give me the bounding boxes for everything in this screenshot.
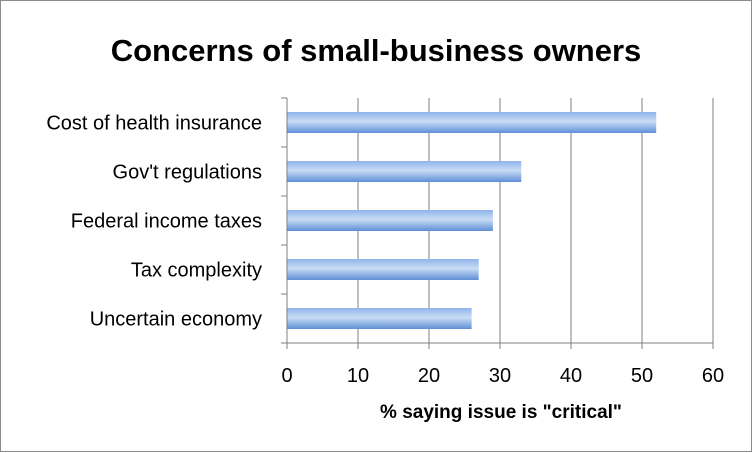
bar-1 bbox=[287, 161, 522, 182]
x-tick-label-30: 30 bbox=[489, 365, 511, 387]
x-tick-label-10: 10 bbox=[347, 365, 369, 387]
x-tick-label-0: 0 bbox=[281, 365, 292, 387]
x-tick-label-50: 50 bbox=[631, 365, 653, 387]
category-label-4: Uncertain economy bbox=[90, 309, 262, 331]
chart-title: Concerns of small-business owners bbox=[111, 33, 642, 68]
x-tick-label-60: 60 bbox=[702, 365, 724, 387]
labels: 0 10 20 30 40 50 60 Cost of health insurance Gov… bbox=[46, 113, 724, 388]
bar-2 bbox=[287, 210, 493, 231]
x-axis-title: % saying issue is "critical" bbox=[380, 402, 622, 423]
category-label-0: Cost of health insurance bbox=[46, 113, 262, 135]
category-label-3: Tax complexity bbox=[131, 260, 262, 282]
gridlines bbox=[357, 98, 714, 343]
axes bbox=[281, 97, 714, 349]
bar-3 bbox=[287, 259, 479, 280]
bar-4 bbox=[287, 308, 472, 329]
bar-0 bbox=[287, 112, 657, 133]
x-tick-label-20: 20 bbox=[418, 365, 440, 387]
x-tick-label-40: 40 bbox=[560, 365, 582, 387]
category-label-1: Gov't regulations bbox=[113, 162, 262, 184]
category-label-2: Federal income taxes bbox=[71, 211, 262, 233]
bars bbox=[287, 112, 657, 329]
